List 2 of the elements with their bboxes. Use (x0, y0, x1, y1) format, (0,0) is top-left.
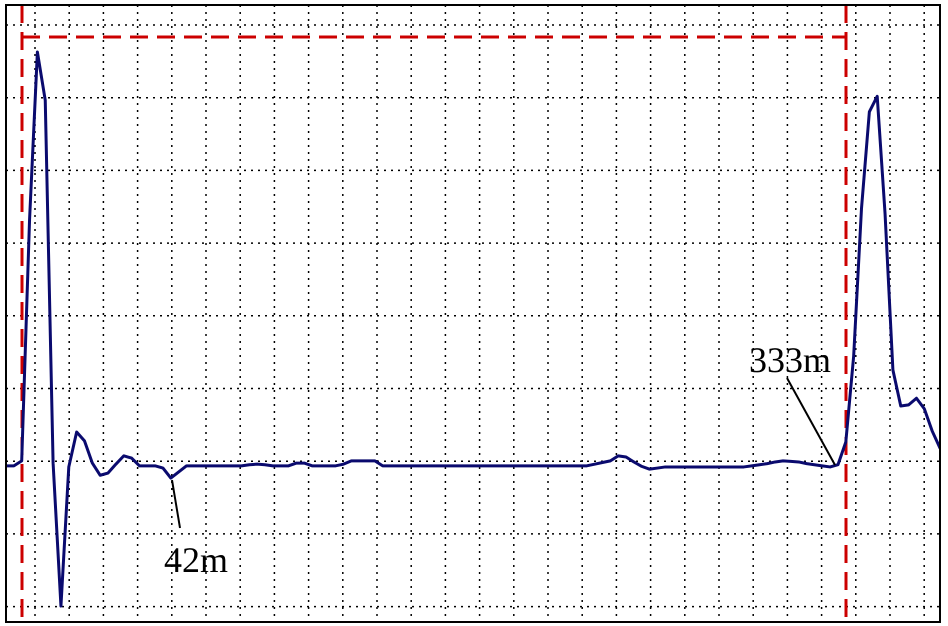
annotation: 333m (748, 340, 832, 380)
annotation: 42m (164, 540, 228, 580)
